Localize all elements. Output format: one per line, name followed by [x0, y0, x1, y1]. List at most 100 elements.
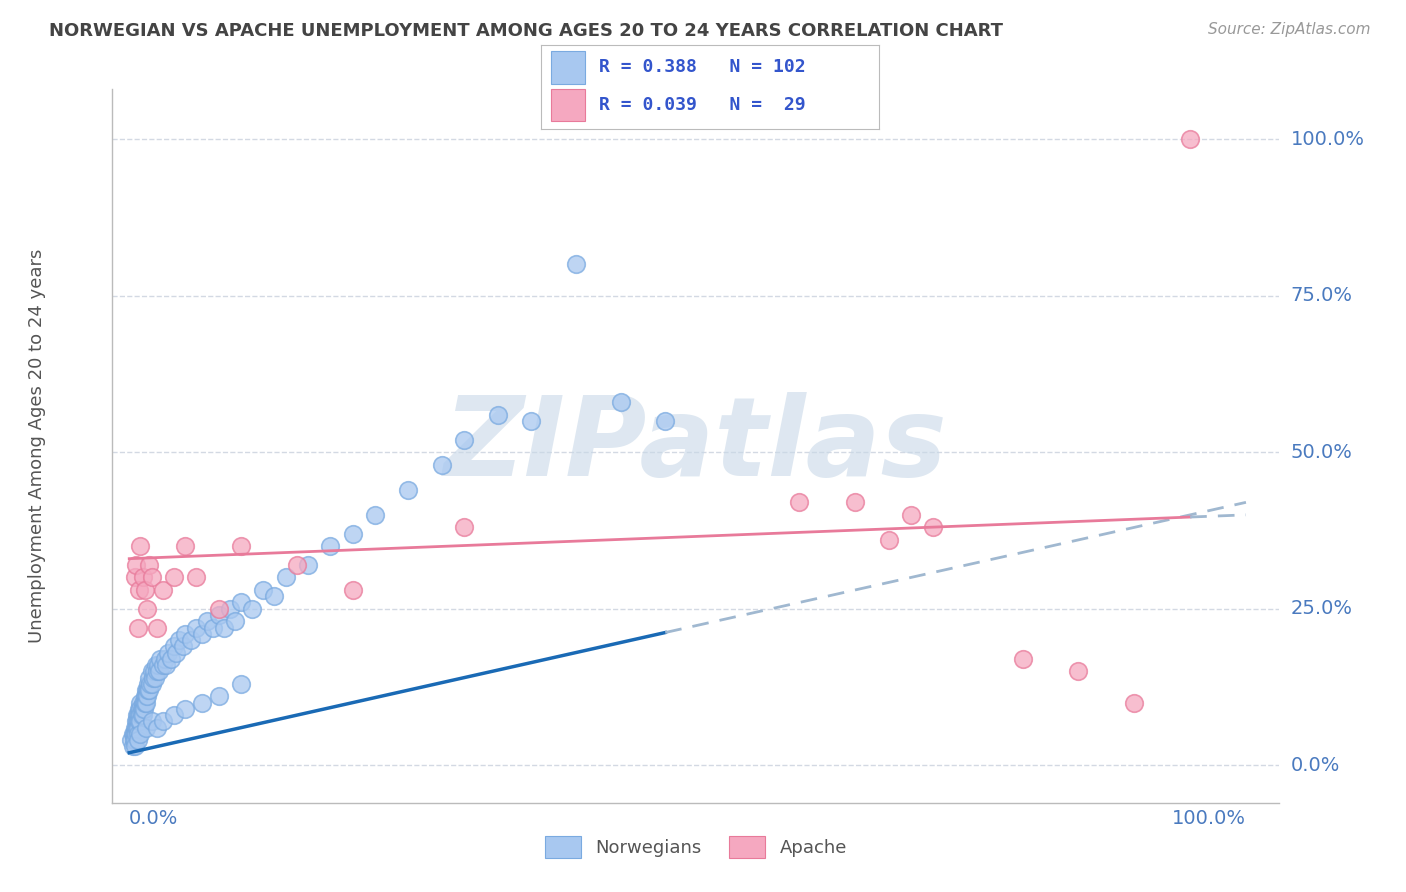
- Point: [877, 533, 900, 547]
- Point: [197, 614, 219, 628]
- Point: [139, 677, 162, 691]
- Point: [186, 621, 208, 635]
- Point: [274, 570, 297, 584]
- Point: [146, 721, 169, 735]
- Bar: [551, 52, 585, 84]
- Point: [172, 640, 194, 654]
- Text: 25.0%: 25.0%: [1291, 599, 1353, 618]
- Point: [138, 558, 160, 572]
- Point: [128, 702, 150, 716]
- Point: [127, 721, 149, 735]
- Point: [146, 621, 169, 635]
- Point: [124, 739, 146, 754]
- Text: 100.0%: 100.0%: [1173, 809, 1246, 828]
- Point: [191, 627, 214, 641]
- Point: [191, 696, 214, 710]
- Point: [520, 414, 543, 428]
- Point: [844, 495, 866, 509]
- Text: 50.0%: 50.0%: [1291, 442, 1353, 462]
- Point: [134, 696, 156, 710]
- Point: [922, 520, 945, 534]
- Point: [207, 690, 229, 704]
- Point: [201, 621, 224, 635]
- Point: [207, 607, 229, 622]
- Point: [125, 727, 148, 741]
- Point: [142, 665, 165, 679]
- Point: [229, 539, 252, 553]
- Point: [127, 714, 149, 729]
- Point: [263, 589, 285, 603]
- Point: [486, 408, 509, 422]
- Point: [138, 683, 160, 698]
- Bar: [551, 88, 585, 120]
- Text: R = 0.039   N =  29: R = 0.039 N = 29: [599, 95, 806, 114]
- Point: [609, 395, 631, 409]
- Point: [129, 727, 152, 741]
- Point: [131, 570, 153, 584]
- Text: Source: ZipAtlas.com: Source: ZipAtlas.com: [1208, 22, 1371, 37]
- Point: [163, 570, 186, 584]
- Point: [163, 640, 186, 654]
- Point: [127, 708, 149, 723]
- Point: [180, 633, 202, 648]
- Point: [129, 702, 152, 716]
- Point: [174, 627, 197, 641]
- Point: [364, 508, 387, 522]
- Point: [229, 677, 252, 691]
- Point: [145, 658, 167, 673]
- Point: [124, 570, 146, 584]
- Point: [141, 665, 163, 679]
- Point: [131, 702, 153, 716]
- Point: [152, 582, 174, 597]
- Point: [136, 683, 159, 698]
- Point: [125, 721, 148, 735]
- Point: [453, 433, 475, 447]
- Point: [218, 601, 240, 615]
- Point: [453, 520, 475, 534]
- Point: [155, 658, 177, 673]
- Point: [787, 495, 810, 509]
- Point: [129, 539, 152, 553]
- Point: [128, 714, 150, 729]
- Point: [132, 702, 155, 716]
- Point: [430, 458, 453, 472]
- Point: [152, 714, 174, 729]
- Point: [157, 646, 180, 660]
- Point: [122, 733, 145, 747]
- Point: [132, 696, 155, 710]
- Point: [135, 690, 157, 704]
- Point: [129, 696, 152, 710]
- Point: [143, 671, 166, 685]
- Point: [141, 714, 163, 729]
- Point: [159, 652, 181, 666]
- Point: [900, 508, 922, 522]
- Point: [654, 414, 676, 428]
- Point: [1123, 696, 1146, 710]
- Point: [1011, 652, 1033, 666]
- Point: [136, 677, 159, 691]
- Point: [1067, 665, 1090, 679]
- Point: [149, 652, 172, 666]
- Point: [121, 733, 143, 747]
- Legend: Norwegians, Apache: Norwegians, Apache: [538, 829, 853, 865]
- Point: [174, 539, 197, 553]
- Point: [125, 708, 148, 723]
- Point: [148, 665, 170, 679]
- Point: [125, 714, 148, 729]
- Point: [252, 582, 274, 597]
- Point: [319, 539, 342, 553]
- Point: [396, 483, 419, 497]
- Point: [127, 733, 149, 747]
- Text: 0.0%: 0.0%: [129, 809, 179, 828]
- Point: [136, 683, 159, 698]
- Point: [135, 696, 157, 710]
- Point: [165, 646, 187, 660]
- Point: [134, 690, 156, 704]
- Point: [152, 658, 174, 673]
- Point: [131, 696, 153, 710]
- Point: [124, 733, 146, 747]
- Point: [163, 708, 186, 723]
- Point: [129, 714, 152, 729]
- Point: [153, 652, 176, 666]
- Text: R = 0.388   N = 102: R = 0.388 N = 102: [599, 59, 806, 77]
